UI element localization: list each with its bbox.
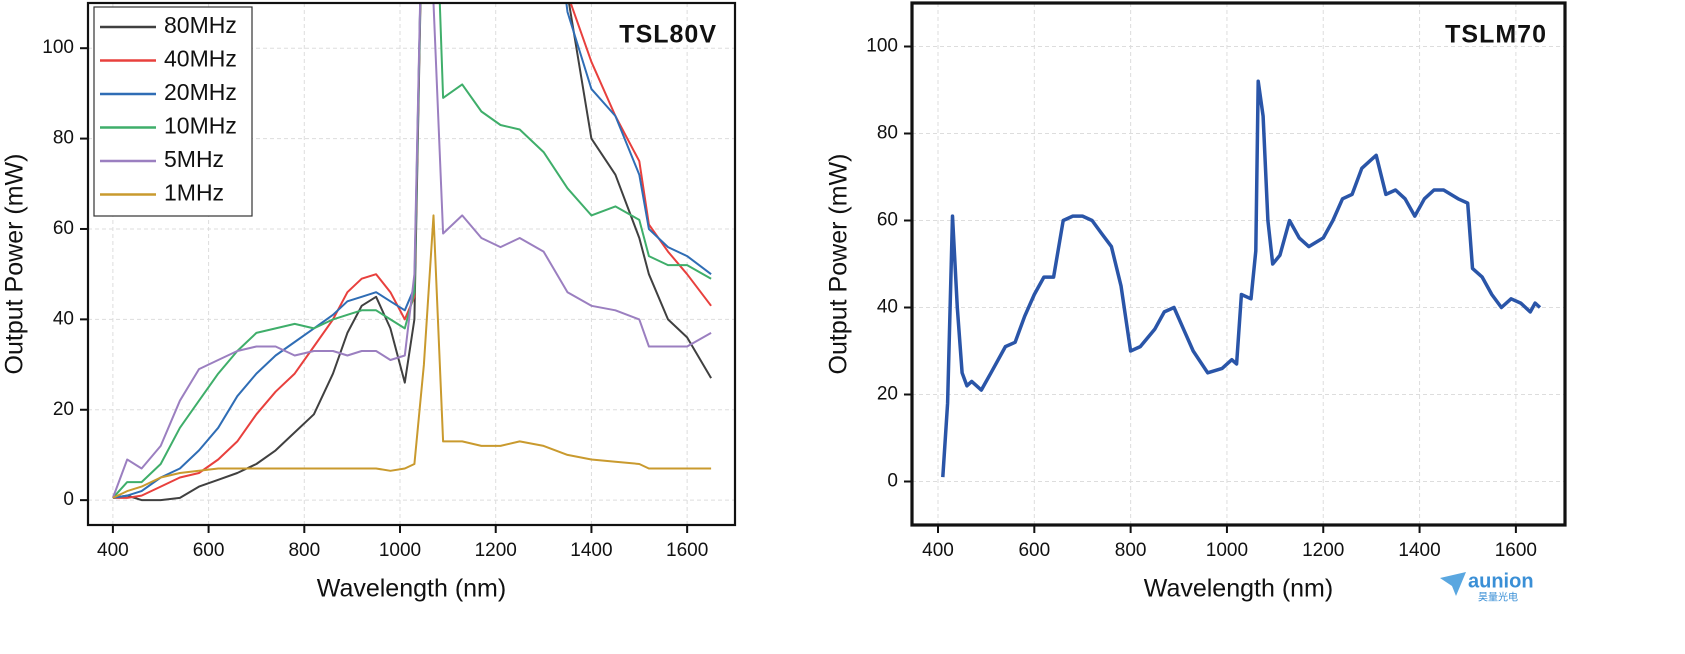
data-line xyxy=(112,3,712,502)
x-axis-label: Wavelength (nm) xyxy=(317,575,506,603)
x-tick-label: 1000 xyxy=(1206,540,1248,561)
x-tick-label: 400 xyxy=(922,540,954,561)
plot-frame xyxy=(910,1,1567,527)
x-tick-label: 600 xyxy=(1018,540,1050,561)
x-tick-label: 1600 xyxy=(1495,540,1537,561)
legend-label: 5MHz xyxy=(164,146,224,172)
x-tick-label: 600 xyxy=(193,540,225,561)
plot-area xyxy=(111,3,712,502)
logo-subtitle: 昊量光电 xyxy=(1478,591,1518,604)
legend-box xyxy=(93,6,253,217)
data-line xyxy=(112,3,712,499)
data-line xyxy=(112,3,712,499)
y-tick-label: 100 xyxy=(866,36,898,57)
legend-label: 20MHz xyxy=(164,79,237,105)
data-line xyxy=(941,79,1542,478)
legend-label: 80MHz xyxy=(164,12,237,38)
data-line xyxy=(112,3,712,499)
y-tick-label: 20 xyxy=(53,399,74,420)
logo-icon xyxy=(1440,572,1466,596)
data-line xyxy=(111,3,712,499)
x-tick-label: 1400 xyxy=(1398,540,1440,561)
logo: aunion 昊量光电 xyxy=(1440,570,1534,604)
y-tick-label: 40 xyxy=(53,308,74,329)
x-tick-label: 1200 xyxy=(475,540,517,561)
annotation: TSL80V xyxy=(619,21,717,49)
x-tick-label: 1600 xyxy=(666,540,708,561)
legend-label: 1MHz xyxy=(164,180,224,206)
y-tick-label: 20 xyxy=(877,384,898,405)
x-tick-label: 400 xyxy=(97,540,129,561)
x-tick-label: 800 xyxy=(288,540,320,561)
plot-frame xyxy=(86,1,737,527)
annotation: TSLM70 xyxy=(1445,21,1547,49)
logo-text: aunion xyxy=(1468,570,1534,592)
x-tick-label: 800 xyxy=(1115,540,1147,561)
x-tick-label: 1200 xyxy=(1302,540,1344,561)
y-tick-label: 60 xyxy=(53,218,74,239)
x-tick-label: 1400 xyxy=(570,540,612,561)
y-tick-label: 60 xyxy=(877,210,898,231)
y-tick-label: 40 xyxy=(877,297,898,318)
y-axis-label: Output Power (mW) xyxy=(1,154,29,375)
data-line xyxy=(112,214,712,499)
y-tick-label: 100 xyxy=(42,37,74,58)
y-axis-label: Output Power (mW) xyxy=(825,154,853,375)
plot-area xyxy=(941,79,1542,478)
legend-label: 10MHz xyxy=(164,113,237,139)
y-tick-label: 80 xyxy=(53,128,74,149)
x-axis-label: Wavelength (nm) xyxy=(1144,575,1333,603)
y-tick-label: 0 xyxy=(887,471,898,492)
y-tick-label: 0 xyxy=(63,489,74,510)
legend-label: 40MHz xyxy=(164,46,237,72)
x-tick-label: 1000 xyxy=(379,540,421,561)
y-tick-label: 80 xyxy=(877,123,898,144)
